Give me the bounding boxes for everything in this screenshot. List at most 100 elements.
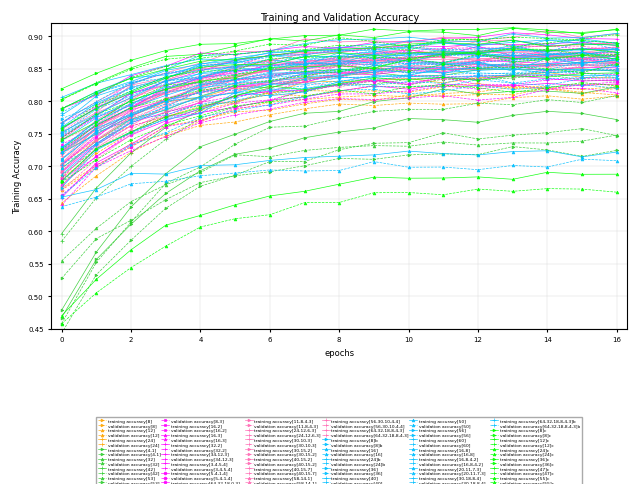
training accuracy[36]c: [613, 57, 621, 63]
training accuracy[24]: [404, 76, 412, 82]
validation accuracy[50]: [92, 195, 100, 200]
Legend: training accuracy[8], validation accuracy[8], training accuracy[12], validation : training accuracy[8], validation accurac…: [96, 417, 582, 484]
training accuracy[8]: [370, 84, 378, 90]
validation accuracy[32,2]: [543, 44, 551, 49]
validation accuracy[16,2]: [266, 64, 274, 70]
training accuracy[42]: [370, 63, 378, 69]
training accuracy[40]: [335, 51, 343, 57]
training accuracy[16,3]: [196, 76, 204, 81]
validation accuracy[16,8]: [266, 78, 274, 84]
training accuracy[36]: [58, 130, 65, 136]
training accuracy[47]c: [162, 54, 170, 60]
training accuracy[42]: [266, 86, 274, 92]
validation accuracy[12]: [196, 123, 204, 129]
validation accuracy[64,32,18,8,4,3]b: [301, 49, 308, 55]
training accuracy[4,1]: [127, 205, 135, 211]
validation accuracy[34,12,3]: [335, 83, 343, 89]
training accuracy[16,8]: [335, 61, 343, 67]
validation accuracy[24]b: [92, 91, 100, 97]
training accuracy[34,12,3]: [127, 121, 135, 126]
training accuracy[32]: [613, 69, 621, 75]
validation accuracy[32]: [543, 73, 551, 78]
validation accuracy[11,8,4,3]: [474, 63, 482, 69]
training accuracy[5,4,1,4]: [613, 60, 621, 66]
training accuracy[20,11,7,3]: [370, 63, 378, 69]
training accuracy[64,32,18,0,3]: [266, 89, 274, 94]
validation accuracy[60]: [440, 81, 447, 87]
training accuracy[24]b: [440, 41, 447, 47]
validation accuracy[8,3]: [301, 66, 308, 72]
validation accuracy[16,8]: [404, 65, 412, 71]
validation accuracy[30,15,2]: [162, 103, 170, 109]
training accuracy[40]: [231, 64, 239, 70]
Line: validation accuracy[40,15,2]: validation accuracy[40,15,2]: [60, 59, 618, 154]
training accuracy[3,4,5,4]: [58, 196, 65, 201]
validation accuracy[64,15,8,5,4]: [266, 65, 274, 71]
training accuracy[47]c: [404, 30, 412, 35]
validation accuracy[8]b: [231, 73, 239, 78]
training accuracy[24]b: [370, 45, 378, 51]
validation accuracy[58,14,1]: [196, 98, 204, 104]
validation accuracy[24]c: [231, 68, 239, 74]
training accuracy[8]: [474, 81, 482, 87]
training accuracy[24]b: [127, 73, 135, 78]
training accuracy[8]b: [509, 44, 516, 49]
Line: validation accuracy[20,11,7,3]: validation accuracy[20,11,7,3]: [60, 72, 618, 170]
validation accuracy[16,8,4,2]: [231, 98, 239, 104]
training accuracy[36]c: [370, 66, 378, 72]
validation accuracy[56,30,10,4,4]: [543, 53, 551, 59]
training accuracy[56,11,7]: [613, 51, 621, 57]
validation accuracy[32,2]: [440, 46, 447, 52]
training accuracy[56]: [440, 76, 447, 81]
validation accuracy[5,4,1,4]: [266, 90, 274, 95]
training accuracy[8,3]: [266, 63, 274, 69]
validation accuracy[24]: [162, 115, 170, 121]
validation accuracy[24]c: [162, 75, 170, 80]
training accuracy[56,11,7]: [509, 50, 516, 56]
training accuracy[42]: [196, 108, 204, 114]
validation accuracy[40,15,7]: [127, 85, 135, 91]
training accuracy[40,15,7]: [579, 35, 586, 41]
training accuracy[40,15,7]: [613, 32, 621, 38]
training accuracy[50]: [58, 195, 65, 200]
Line: validation accuracy[64,32,18,0,3]: validation accuracy[64,32,18,0,3]: [60, 81, 618, 197]
validation accuracy[64]: [162, 206, 170, 212]
training accuracy[64,32,18,8,4,3]: [335, 60, 343, 66]
training accuracy[64]: [301, 136, 308, 141]
training accuracy[55]c: [579, 172, 586, 178]
validation accuracy[36]: [301, 73, 308, 78]
training accuracy[8]b: [440, 49, 447, 55]
training accuracy[40]: [509, 45, 516, 51]
training accuracy[48]: [231, 78, 239, 84]
training accuracy[60]: [231, 83, 239, 89]
training accuracy[32,2]: [266, 48, 274, 54]
validation accuracy[40]: [579, 55, 586, 61]
validation accuracy[36]: [266, 76, 274, 81]
training accuracy[5,4,1,4]: [474, 58, 482, 64]
validation accuracy[16,2]: [370, 56, 378, 62]
validation accuracy[48]: [404, 73, 412, 78]
validation accuracy[12]: [440, 102, 447, 108]
validation accuracy[42]: [543, 71, 551, 76]
training accuracy[8,4,2]: [266, 67, 274, 73]
validation accuracy[24,12,6,3]: [509, 53, 516, 59]
training accuracy[50]: [266, 158, 274, 164]
validation accuracy[32,2]: [613, 45, 621, 51]
validation accuracy[24]b: [127, 81, 135, 87]
training accuracy[40,15,2]: [127, 95, 135, 101]
validation accuracy[56,30,10,4,4]: [58, 153, 65, 159]
training accuracy[56]: [301, 90, 308, 96]
training accuracy[56,30,10,4,4]: [370, 45, 378, 51]
training accuracy[12]c: [196, 65, 204, 71]
validation accuracy[40,15,2]: [509, 57, 516, 63]
validation accuracy[8,4,2]: [127, 113, 135, 119]
training accuracy[60]: [92, 132, 100, 137]
Line: validation accuracy[16,3]: validation accuracy[16,3]: [60, 62, 618, 140]
training accuracy[64]: [370, 126, 378, 132]
validation accuracy[48]: [613, 67, 621, 73]
training accuracy[24]c: [335, 47, 343, 53]
validation accuracy[64]: [613, 134, 621, 139]
validation accuracy[20,11,7,3]: [231, 91, 239, 96]
training accuracy[58,14,1]: [231, 77, 239, 83]
training accuracy[20,11,7,3]: [474, 61, 482, 67]
